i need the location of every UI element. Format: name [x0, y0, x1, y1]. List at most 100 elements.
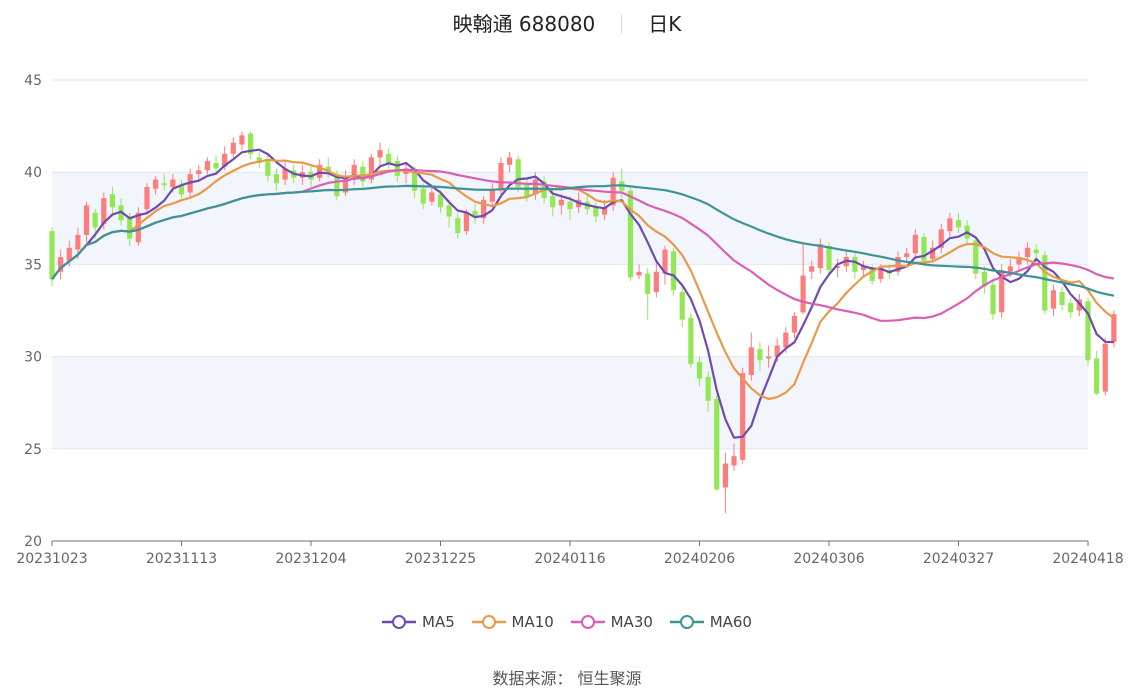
candle-body: [1111, 314, 1117, 342]
candle-body: [49, 231, 55, 280]
candle-body: [515, 159, 521, 187]
candle-body: [437, 194, 444, 208]
candle-body: [58, 257, 64, 272]
candle-body: [481, 199, 487, 219]
candle-body: [135, 212, 141, 243]
candle-body: [774, 345, 780, 357]
candle-body: [256, 157, 262, 163]
candle-body: [558, 199, 564, 206]
candle-body: [999, 269, 1005, 313]
candle-body: [386, 153, 392, 163]
y-tick-label: 30: [24, 350, 42, 366]
candle-body: [930, 247, 936, 259]
x-tick-label: 20240306: [793, 551, 864, 567]
candle-body: [852, 257, 858, 272]
legend-item-ma30[interactable]: MA30: [570, 613, 653, 631]
candle-body: [1050, 290, 1057, 309]
y-tick-label: 20: [24, 534, 42, 550]
candle-body: [1042, 255, 1048, 311]
candle-body: [498, 162, 504, 191]
candle-body: [783, 332, 789, 348]
candle-body: [921, 236, 927, 261]
x-tick-label: 20231204: [275, 551, 346, 567]
candle-body: [360, 166, 366, 182]
candle-body: [317, 164, 323, 178]
legend-label-ma5: MA5: [422, 613, 455, 631]
candle-body: [1007, 266, 1013, 272]
candle-body: [161, 183, 167, 186]
candle-body: [593, 207, 599, 217]
candle-body: [506, 157, 513, 165]
candle-body: [731, 456, 737, 466]
candle-body: [230, 142, 236, 154]
stock-name: 映翰通 688080: [452, 12, 596, 36]
candle-body: [990, 284, 996, 315]
candle-body: [757, 349, 763, 361]
candle-body: [351, 164, 357, 180]
legend-item-ma10[interactable]: MA10: [471, 613, 554, 631]
candle-body: [817, 244, 823, 269]
candle-body: [144, 186, 150, 210]
candle-body: [101, 198, 107, 224]
x-tick-label: 20240418: [1052, 551, 1123, 567]
candle-body: [955, 220, 962, 228]
candle-body: [740, 373, 746, 460]
candle-body: [895, 257, 901, 272]
candle-body: [66, 247, 72, 261]
candle-body: [170, 179, 176, 187]
candle-body: [1085, 301, 1091, 361]
candle-body: [938, 229, 944, 248]
candle-body: [627, 190, 634, 278]
x-tick-label: 20240327: [923, 551, 994, 567]
period-label: 日K: [648, 12, 682, 36]
candle-body: [973, 240, 979, 274]
candle-body: [748, 347, 754, 376]
candle-body: [1024, 247, 1031, 258]
x-tick-label: 20231225: [405, 551, 476, 567]
candle-body: [489, 188, 495, 202]
candle-body: [1059, 292, 1065, 305]
candle-body: [1033, 249, 1039, 254]
chart-title: 映翰通 688080 日K: [0, 8, 1134, 37]
candle-body: [826, 245, 832, 270]
candle-body: [153, 179, 159, 189]
y-tick-label: 40: [24, 165, 42, 181]
candle-body: [722, 463, 728, 488]
candle-body: [601, 207, 608, 215]
candle-body: [532, 179, 539, 195]
candle-body: [377, 150, 383, 158]
candle-body: [334, 174, 340, 197]
background-band: [52, 356, 1088, 449]
candle-body: [463, 212, 469, 232]
candle-body: [696, 362, 703, 379]
candle-body: [472, 210, 478, 217]
candle-body: [809, 266, 815, 272]
candle-body: [204, 161, 210, 171]
candle-body: [412, 170, 418, 191]
legend-item-ma5[interactable]: MA5: [382, 613, 455, 631]
legend-swatch-ma60: [669, 615, 704, 629]
candle-body: [671, 251, 677, 291]
candle-body: [1016, 257, 1022, 265]
candle-body: [835, 266, 841, 269]
legend-swatch-ma30: [570, 615, 605, 629]
candle-body: [455, 218, 461, 234]
x-tick-label: 20240206: [664, 551, 735, 567]
candle-body: [247, 133, 254, 154]
candle-body: [273, 174, 280, 184]
candle-body: [765, 356, 772, 359]
candle-body: [912, 234, 918, 254]
legend-label-ma60: MA60: [709, 613, 752, 631]
legend: MA5 MA10 MA30 MA60: [0, 613, 1134, 634]
candle-body: [869, 268, 875, 281]
candle-body: [636, 271, 642, 276]
candle-body: [679, 292, 685, 320]
candle-body: [75, 234, 81, 250]
y-tick-label: 25: [24, 442, 42, 458]
ma-line-ma60: [51, 184, 1115, 297]
candle-body: [878, 268, 884, 280]
ma-line-ma10: [51, 158, 1115, 401]
legend-item-ma60[interactable]: MA60: [669, 613, 752, 631]
candle-body: [1094, 358, 1100, 394]
title-separator: [621, 15, 623, 33]
